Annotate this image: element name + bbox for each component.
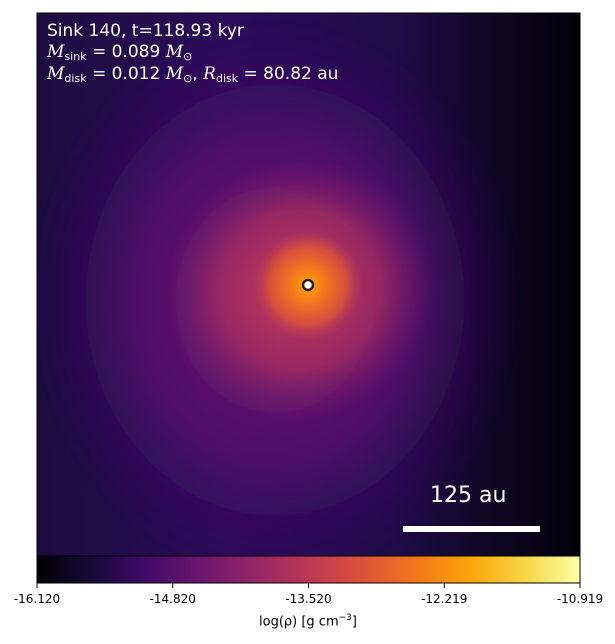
solar-mass-symbol-2: M bbox=[165, 64, 184, 84]
separator-comma: , bbox=[192, 64, 198, 84]
mdisk-subscript: disk bbox=[64, 72, 87, 85]
disk-properties-line: Mdisk = 0.012 M⊙, Rdisk = 80.82 au bbox=[47, 64, 338, 89]
colorbar bbox=[36, 555, 581, 584]
solar-mass-subscript: ⊙ bbox=[183, 50, 193, 63]
sink-info-line: Sink 140, t=118.93 kyr bbox=[47, 21, 244, 42]
rdisk-subscript: disk bbox=[215, 72, 239, 85]
colorbar-tick-label: -10.919 bbox=[556, 592, 604, 606]
colorbar-label-close: ] bbox=[351, 614, 357, 630]
rdisk-symbol: R bbox=[203, 64, 216, 84]
msink-value: = 0.089 bbox=[91, 42, 161, 62]
scale-bar bbox=[403, 526, 540, 532]
rdisk-value: = 80.82 au bbox=[243, 64, 339, 84]
solar-mass-symbol: M bbox=[165, 42, 184, 62]
colorbar-ticks bbox=[36, 583, 581, 588]
sink-marker bbox=[301, 278, 315, 292]
colorbar-label: log(ρ) [g cm−3] bbox=[259, 613, 357, 629]
mdisk-value: = 0.012 bbox=[91, 64, 161, 84]
scale-bar-label: 125 au bbox=[430, 483, 507, 508]
msink-subscript: sink bbox=[64, 50, 87, 63]
sink-mass-line: Msink = 0.089 M⊙ bbox=[47, 42, 192, 67]
colorbar-tick-label: -12.219 bbox=[421, 592, 468, 606]
msink-symbol: M bbox=[47, 42, 65, 62]
density-image bbox=[37, 13, 580, 556]
solar-mass-subscript-2: ⊙ bbox=[183, 72, 193, 85]
colorbar-tick-label: -14.820 bbox=[149, 592, 196, 606]
mdisk-symbol: M bbox=[47, 64, 65, 84]
colorbar-label-text: log(ρ) [g cm bbox=[259, 614, 339, 630]
colorbar-tick-label: -13.520 bbox=[285, 592, 332, 606]
sink-time-text: Sink 140, t=118.93 kyr bbox=[47, 21, 244, 41]
colorbar-tick-label: -16.120 bbox=[13, 592, 61, 606]
colorbar-label-exponent: −3 bbox=[338, 613, 352, 623]
